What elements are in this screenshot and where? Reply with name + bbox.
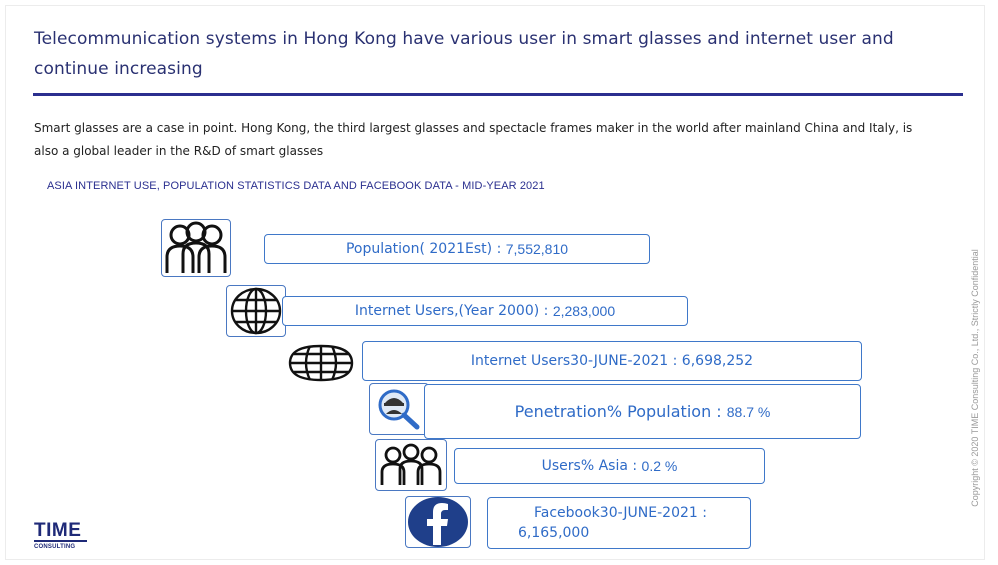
population-stat-box: Population( 2021Est) : 7,552,810 [264, 234, 650, 264]
penetration-value: 88.7 % [726, 403, 771, 420]
globe-icon [230, 287, 282, 335]
internet-2000-value: 2,283,000 [552, 303, 616, 319]
copyright-note: Copyright © 2020 TIME Consulting Co., Lt… [970, 249, 980, 507]
internet-2021-label: Internet Users30-JUNE-2021 : 6,698,252 [470, 353, 754, 369]
internet-2000-label: Internet Users,(Year 2000) : [354, 303, 553, 319]
penetration-icon-box [369, 383, 429, 435]
slide-frame [5, 5, 985, 560]
world-grid-icon [288, 344, 354, 382]
population-label: Population( 2021Est) : [345, 241, 506, 257]
intro-paragraph: Smart glasses are a case in point. Hong … [34, 121, 913, 158]
population-value: 7,552,810 [505, 241, 569, 257]
penetration-stat-box: Penetration% Population : 88.7 % [424, 384, 861, 439]
logo-sub-text: CONSULTING [34, 544, 76, 550]
slide-title: Telecommunication systems in Hong Kong h… [34, 29, 894, 79]
facebook-value: 6,165,000 [518, 525, 590, 541]
users-asia-value: 0.2 % [641, 458, 678, 474]
internet-2021-stat-box: Internet Users30-JUNE-2021 : 6,698,252 [362, 341, 862, 381]
users-asia-stat-box: Users% Asia : 0.2 % [454, 448, 765, 484]
logo-main-text: TIME [34, 521, 87, 542]
data-section-heading: ASIA INTERNET USE, POPULATION STATISTICS… [47, 180, 545, 192]
facebook-icon-box [405, 496, 471, 548]
users-asia-label: Users% Asia : [541, 458, 642, 474]
population-icon-box [161, 219, 231, 277]
users-asia-icon-box [375, 439, 447, 491]
magnifier-person-icon [378, 389, 420, 430]
world-grid-icon-box [285, 343, 357, 383]
facebook-label: Facebook30-JUNE-2021 : [534, 505, 707, 521]
people-group-icon [165, 221, 227, 273]
facebook-stat-box: Facebook30-JUNE-2021 : 6,165,000 [487, 497, 751, 549]
internet-2000-stat-box: Internet Users,(Year 2000) : 2,283,000 [282, 296, 688, 326]
globe-icon-box [226, 285, 286, 337]
users-group-icon [380, 443, 442, 485]
company-logo: TIME CONSULTING [34, 521, 87, 550]
title-divider [33, 93, 963, 96]
penetration-label: Penetration% Population : [514, 402, 727, 421]
facebook-icon [408, 497, 468, 547]
